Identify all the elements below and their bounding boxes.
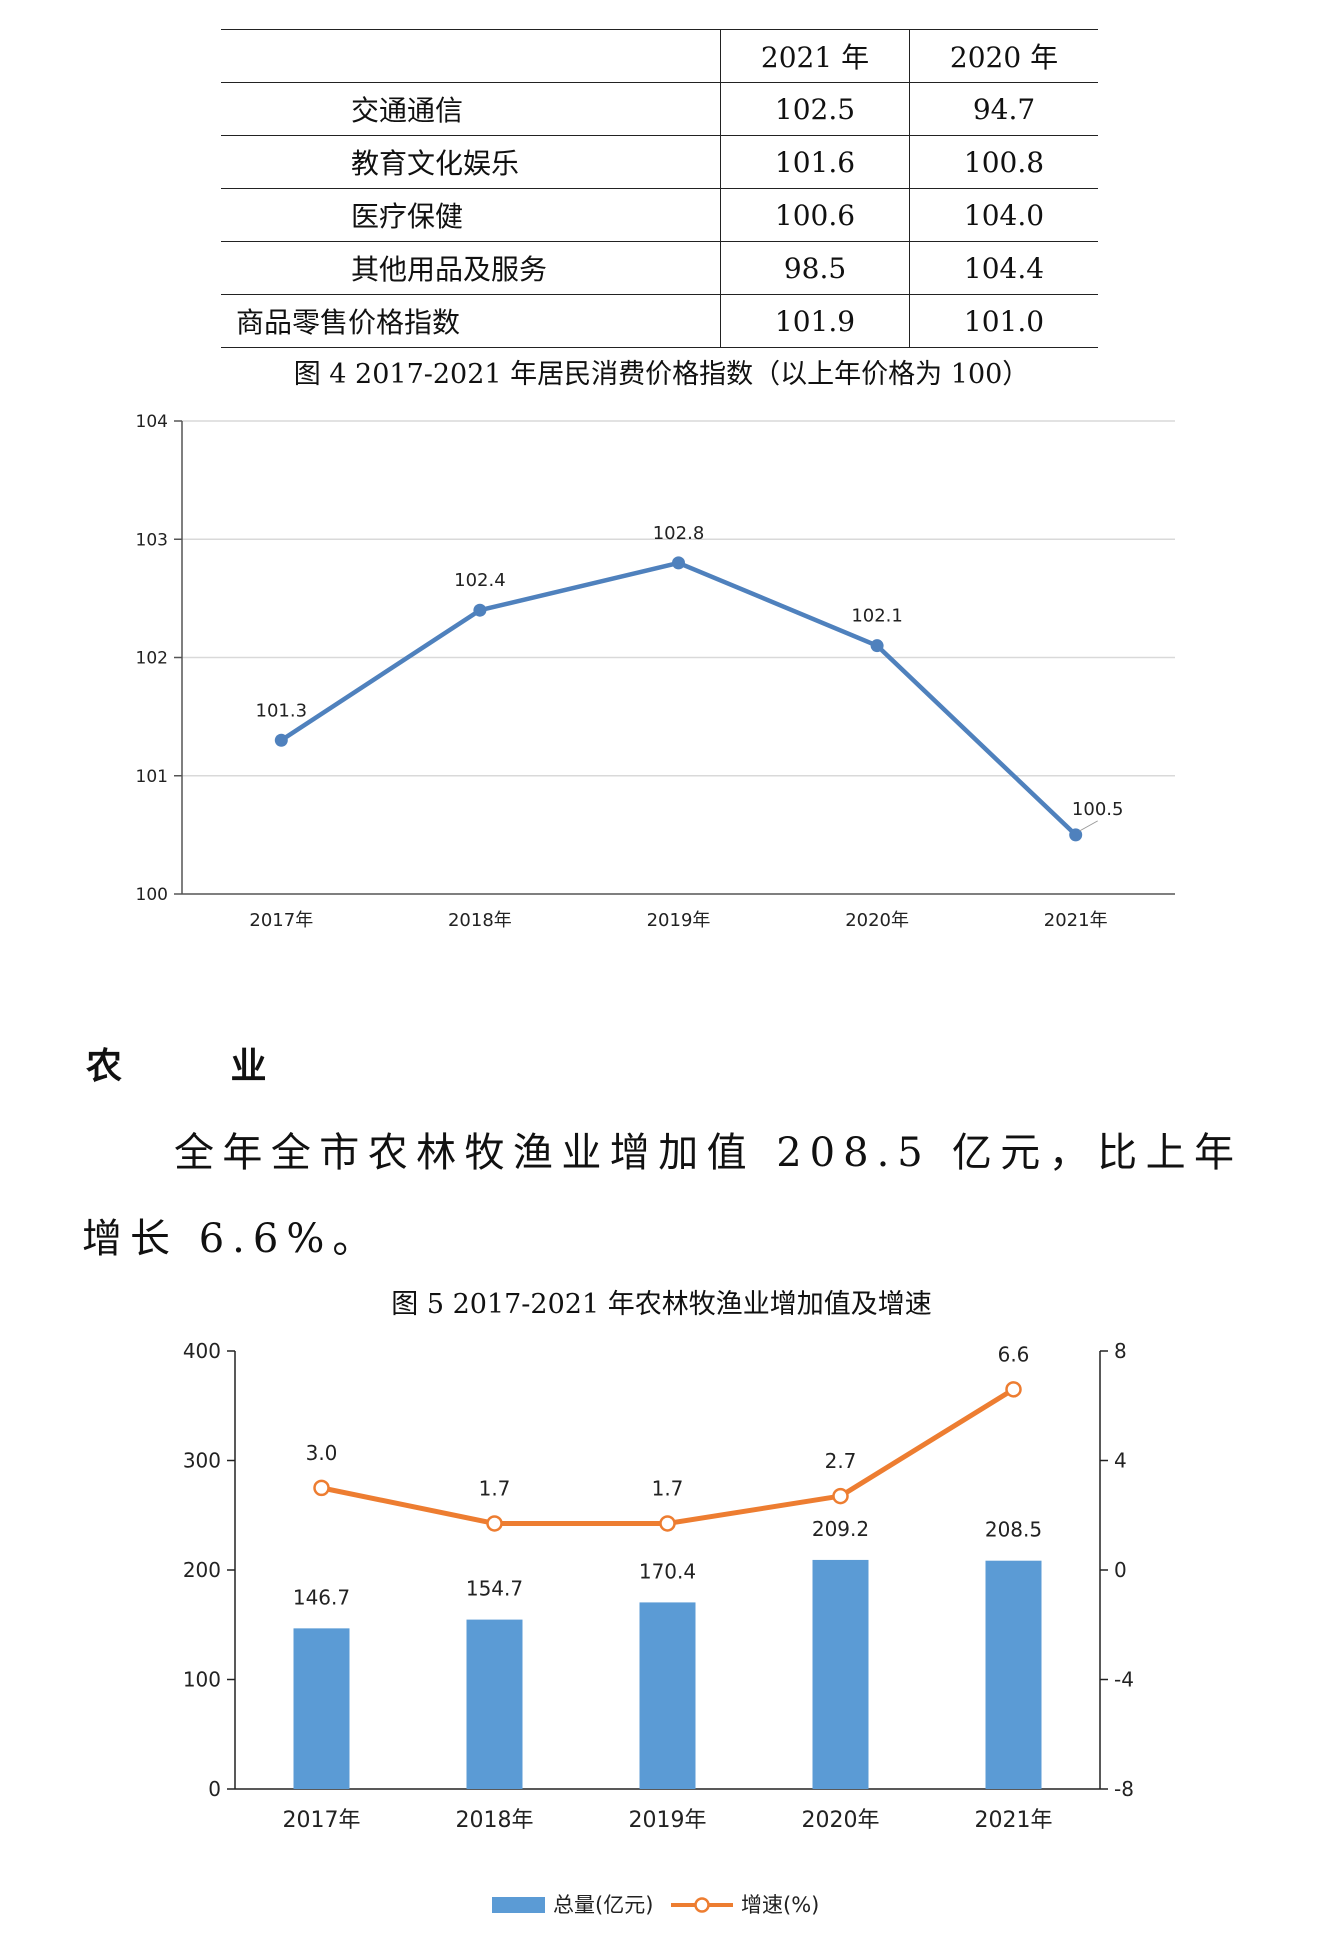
legend-bar-label: 总量(亿元) <box>553 1893 653 1917</box>
x-tick-label: 2020年 <box>802 1808 880 1833</box>
y-tick-label: 102 <box>136 649 168 669</box>
table-cell-2021: 98.5 <box>720 241 910 295</box>
table-header-cell: 2021 年 <box>720 29 910 83</box>
table-cell-2020: 104.0 <box>909 188 1098 242</box>
y-left-tick-label: 200 <box>183 1558 221 1582</box>
section-paragraph: 全年全市农林牧渔业增加值 208.5 亿元，比上年增长 6.6%。 <box>82 1130 1242 1262</box>
table-cell-2020: 100.8 <box>909 135 1098 189</box>
x-tick-label: 2017年 <box>249 910 313 931</box>
leader-line <box>1079 820 1098 832</box>
x-tick-label: 2019年 <box>647 910 711 931</box>
x-tick-label: 2019年 <box>629 1808 707 1833</box>
table-row-label: 其他用品及服务 <box>221 241 721 295</box>
table-row: 医疗保健 100.6 104.0 <box>221 188 1098 242</box>
y-right-tick-label: -4 <box>1114 1668 1134 1692</box>
y-right-tick-label: -8 <box>1114 1777 1134 1801</box>
growth-point <box>659 1515 676 1532</box>
growth-data-label: 1.7 <box>479 1476 511 1500</box>
cpi-data-label: 100.5 <box>1072 799 1124 820</box>
table-row: 交通通信 102.5 94.7 <box>221 82 1098 136</box>
table-cell-2021: 101.9 <box>720 294 910 348</box>
cpi-point <box>870 639 884 653</box>
bar-data-label: 146.7 <box>293 1585 350 1609</box>
cpi-data-label: 102.4 <box>454 570 506 591</box>
bar-data-label: 170.4 <box>639 1559 696 1583</box>
growth-series-line <box>320 1387 1015 1526</box>
growth-data-label: 2.7 <box>825 1449 857 1473</box>
cpi-line-chart: 100 101 102 103 104 2017年 2018年 2019年 2020年 2021年… <box>136 412 1175 931</box>
y-right-tick-label: 4 <box>1114 1449 1127 1473</box>
cpi-data-label: 102.1 <box>851 606 903 627</box>
growth-point <box>486 1515 503 1532</box>
y-tick-label: 104 <box>136 412 168 432</box>
x-tick-label: 2017年 <box>283 1808 361 1833</box>
legend-bar-swatch <box>492 1897 545 1913</box>
chart5-title: 图 5 2017-2021 年农林牧渔业增加值及增速 <box>391 1289 932 1320</box>
section-heading: 农 业 <box>86 1045 315 1087</box>
x-tick-label: 2020年 <box>845 910 909 931</box>
table-row: 商品零售价格指数 101.9 101.0 <box>221 294 1098 348</box>
growth-point <box>1005 1381 1022 1398</box>
cpi-point <box>473 603 487 617</box>
table-row-label: 商品零售价格指数 <box>221 294 721 348</box>
bar-data-label: 209.2 <box>812 1517 869 1541</box>
table-header-blank <box>221 29 721 83</box>
cpi-data-label: 102.8 <box>653 523 705 544</box>
x-tick-label: 2018年 <box>456 1808 534 1833</box>
bar-total <box>812 1559 869 1789</box>
table-cell-2020: 104.4 <box>909 241 1098 295</box>
legend-line-marker <box>694 1897 710 1913</box>
bar-total <box>639 1602 696 1789</box>
y-left-tick-label: 300 <box>183 1449 221 1473</box>
y-tick-label: 103 <box>136 530 168 550</box>
x-tick-label: 2021年 <box>1044 910 1108 931</box>
y-right-tick-label: 8 <box>1114 1339 1127 1363</box>
growth-data-label: 6.6 <box>998 1342 1030 1366</box>
table-cell-2021: 101.6 <box>720 135 910 189</box>
bar-data-label: 208.5 <box>985 1518 1042 1542</box>
y-right-tick-label: 0 <box>1114 1558 1127 1582</box>
table-cell-2020: 94.7 <box>909 82 1098 136</box>
bar-total <box>466 1619 523 1789</box>
legend-line-label: 增速(%) <box>741 1893 819 1917</box>
y-left-tick-label: 400 <box>183 1339 221 1363</box>
cpi-point <box>274 733 288 747</box>
y-tick-label: 101 <box>136 767 168 787</box>
bar-total <box>293 1628 350 1789</box>
cpi-point <box>672 556 685 570</box>
bar-data-label: 154.7 <box>466 1577 523 1601</box>
x-tick-label: 2021年 <box>975 1808 1053 1833</box>
table-row: 其他用品及服务 98.5 104.4 <box>221 241 1098 295</box>
table-cell-2020: 101.0 <box>909 294 1098 348</box>
growth-point <box>313 1479 330 1497</box>
y-left-tick-label: 0 <box>208 1777 221 1801</box>
price-index-table: 2021 年 2020 年交通通信 102.5 94.7 教育文化娱乐 101.6 100.… <box>221 29 1098 348</box>
bar-total <box>985 1560 1042 1789</box>
chart4-title: 图 4 2017-2021 年居民消费价格指数（以上年价格为 100） <box>293 359 1030 390</box>
cpi-point <box>1069 828 1083 842</box>
table-cell-2021: 100.6 <box>720 188 910 242</box>
table-cell-2021: 102.5 <box>720 82 910 136</box>
y-left-tick-label: 100 <box>183 1668 221 1692</box>
y-tick-label: 100 <box>136 885 168 905</box>
growth-data-label: 1.7 <box>652 1476 684 1500</box>
cpi-data-label: 101.3 <box>256 700 308 721</box>
x-tick-label: 2018年 <box>448 910 512 931</box>
growth-data-label: 3.0 <box>306 1441 338 1465</box>
growth-point <box>832 1487 849 1505</box>
